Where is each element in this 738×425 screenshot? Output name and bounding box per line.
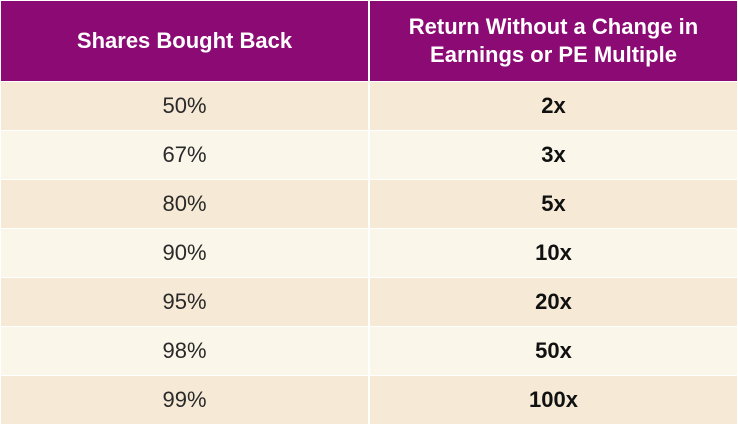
table-row: 90% 10x	[1, 228, 737, 278]
return-multiple-cell: 2x	[369, 81, 737, 131]
table-header: Shares Bought Back Return Without a Chan…	[1, 1, 737, 82]
shares-bought-back-cell: 50%	[1, 81, 370, 131]
column-header-return: Return Without a Change in Earnings or P…	[369, 1, 737, 82]
table-body: 50% 2x 67% 3x 80% 5x 90% 10x 95% 20x 98%…	[1, 81, 737, 424]
shares-bought-back-cell: 90%	[1, 228, 370, 278]
table-row: 50% 2x	[1, 81, 737, 131]
return-multiple-cell: 100x	[369, 375, 737, 424]
header-row: Shares Bought Back Return Without a Chan…	[1, 1, 737, 82]
return-multiple-cell: 50x	[369, 326, 737, 376]
table-row: 95% 20x	[1, 277, 737, 327]
table-row: 80% 5x	[1, 179, 737, 229]
return-multiple-cell: 20x	[369, 277, 737, 327]
return-multiple-cell: 10x	[369, 228, 737, 278]
shares-bought-back-cell: 80%	[1, 179, 370, 229]
shares-bought-back-cell: 98%	[1, 326, 370, 376]
column-header-shares-bought-back: Shares Bought Back	[1, 1, 370, 82]
return-multiple-cell: 5x	[369, 179, 737, 229]
table-row: 98% 50x	[1, 326, 737, 376]
table-row: 67% 3x	[1, 130, 737, 180]
shares-bought-back-cell: 99%	[1, 375, 370, 424]
return-multiple-cell: 3x	[369, 130, 737, 180]
table-row: 99% 100x	[1, 375, 737, 424]
shares-bought-back-cell: 67%	[1, 130, 370, 180]
shares-bought-back-cell: 95%	[1, 277, 370, 327]
